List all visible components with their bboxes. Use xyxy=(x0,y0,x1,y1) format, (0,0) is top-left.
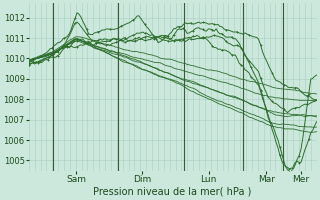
X-axis label: Pression niveau de la mer( hPa ): Pression niveau de la mer( hPa ) xyxy=(93,187,252,197)
